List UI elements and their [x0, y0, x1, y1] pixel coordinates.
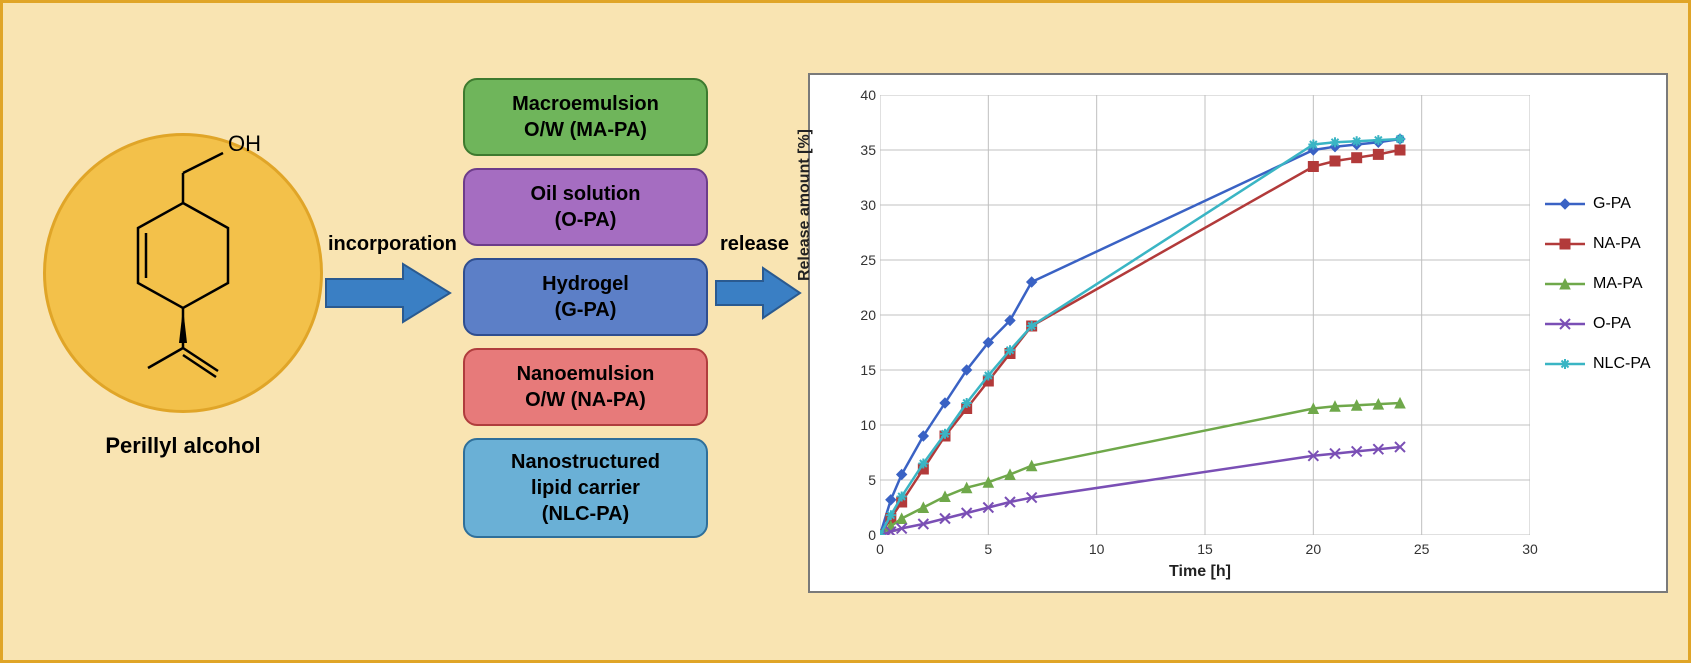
chart-legend: G-PA NA-PA MA-PA O-PA NLC-PA: [1545, 195, 1651, 395]
y-tick: 5: [852, 472, 876, 488]
x-tick: 20: [1301, 541, 1325, 557]
legend-item: O-PA: [1545, 315, 1651, 333]
incorporation-arrow: [323, 261, 453, 325]
x-tick: 30: [1518, 541, 1542, 557]
molecule-label: Perillyl alcohol: [43, 433, 323, 459]
x-tick: 0: [868, 541, 892, 557]
legend-item: NA-PA: [1545, 235, 1651, 253]
x-axis-title: Time [h]: [1070, 563, 1330, 581]
y-tick: 30: [852, 197, 876, 213]
box-hydrogel: Hydrogel(G-PA): [463, 258, 708, 336]
legend-label: NLC-PA: [1593, 355, 1651, 373]
legend-item: MA-PA: [1545, 275, 1651, 293]
y-tick: 25: [852, 252, 876, 268]
y-axis-title: Release amount [%]: [796, 75, 814, 335]
x-tick: 25: [1410, 541, 1434, 557]
chart-plot: [880, 95, 1530, 535]
y-tick: 15: [852, 362, 876, 378]
x-tick: 5: [976, 541, 1000, 557]
y-tick: 35: [852, 142, 876, 158]
legend-label: NA-PA: [1593, 235, 1641, 253]
release-chart: Release amount [%] Time [h] 051015202530…: [808, 73, 1668, 593]
box-macroemulsion: MacroemulsionO/W (MA-PA): [463, 78, 708, 156]
svg-text:OH: OH: [228, 131, 261, 156]
x-tick: 10: [1085, 541, 1109, 557]
y-tick: 40: [852, 87, 876, 103]
legend-item: G-PA: [1545, 195, 1651, 213]
release-arrow: [713, 265, 803, 321]
molecule-structure: OH: [83, 123, 283, 423]
legend-label: MA-PA: [1593, 275, 1642, 293]
box-nanoemulsion: NanoemulsionO/W (NA-PA): [463, 348, 708, 426]
box-nlc: Nanostructuredlipid carrier(NLC-PA): [463, 438, 708, 538]
legend-item: NLC-PA: [1545, 355, 1651, 373]
box-oil-solution: Oil solution(O-PA): [463, 168, 708, 246]
figure-canvas: OH Perillyl alcohol incorporation Macroe…: [0, 0, 1691, 663]
legend-label: G-PA: [1593, 195, 1631, 213]
release-label: release: [720, 233, 789, 256]
legend-label: O-PA: [1593, 315, 1631, 333]
y-tick: 10: [852, 417, 876, 433]
y-tick: 20: [852, 307, 876, 323]
incorporation-label: incorporation: [328, 233, 457, 256]
x-tick: 15: [1193, 541, 1217, 557]
